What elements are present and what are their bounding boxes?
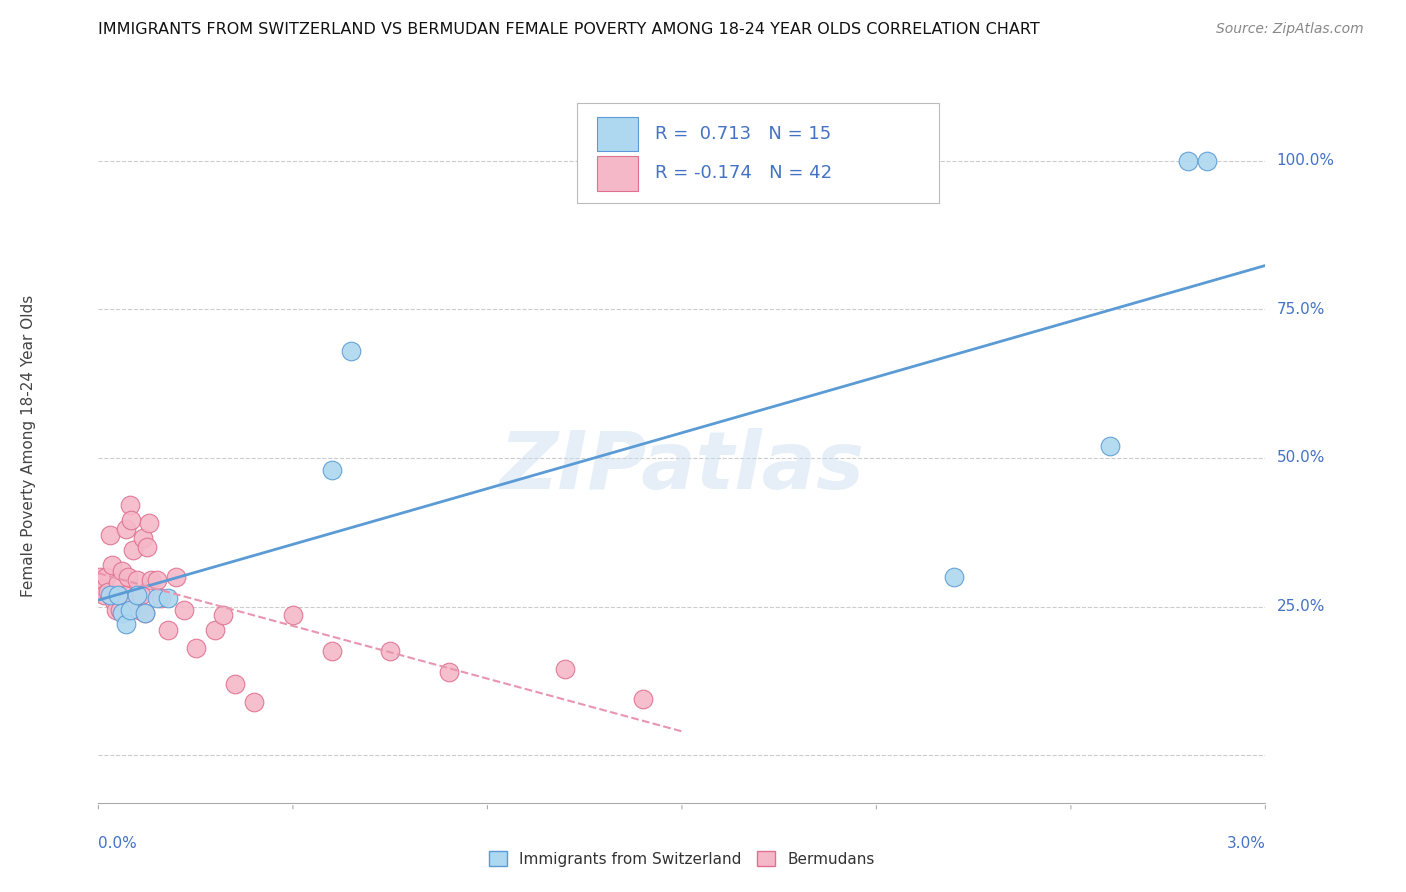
Point (134, 606, 156, 620)
Point (104, 602, 127, 616)
Point (107, 575, 129, 590)
Point (132, 531, 155, 545)
Point (138, 516, 160, 531)
Point (122, 543, 145, 558)
Text: 50.0%: 50.0% (1277, 450, 1324, 466)
Text: Source: ZipAtlas.com: Source: ZipAtlas.com (1216, 22, 1364, 37)
Point (1177, 153, 1199, 168)
Point (134, 606, 156, 620)
Text: R =  0.713   N = 15: R = 0.713 N = 15 (655, 125, 831, 143)
FancyBboxPatch shape (596, 156, 637, 191)
Legend: Immigrants from Switzerland, Bermudans: Immigrants from Switzerland, Bermudans (489, 851, 875, 866)
Point (108, 602, 131, 616)
Point (111, 606, 134, 620)
Point (146, 591, 169, 605)
Point (91, 582, 114, 596)
Text: Female Poverty Among 18-24 Year Olds: Female Poverty Among 18-24 Year Olds (21, 295, 37, 597)
Text: 25.0%: 25.0% (1277, 599, 1324, 614)
Point (118, 602, 141, 616)
Point (96, 570, 118, 584)
Point (149, 591, 172, 605)
Point (165, 570, 187, 584)
Point (128, 602, 150, 616)
Point (114, 617, 136, 632)
Point (114, 522, 136, 536)
Point (98, 588, 121, 602)
Point (554, 662, 576, 676)
Point (943, 570, 966, 584)
Text: 3.0%: 3.0% (1226, 836, 1265, 850)
Point (103, 593, 125, 607)
Point (89, 570, 111, 584)
Point (212, 608, 235, 623)
Point (321, 644, 343, 658)
Point (117, 570, 139, 584)
Point (1098, 439, 1121, 453)
Point (93, 588, 115, 602)
Point (129, 588, 152, 602)
Point (437, 665, 460, 679)
Point (146, 573, 169, 587)
Point (243, 695, 266, 709)
Point (157, 591, 180, 605)
Point (157, 624, 180, 638)
Point (98, 528, 121, 542)
Point (281, 608, 304, 623)
Point (118, 499, 141, 513)
Point (107, 588, 129, 602)
Point (173, 602, 195, 616)
Text: 0.0%: 0.0% (98, 836, 138, 850)
Point (121, 513, 143, 527)
Point (204, 624, 226, 638)
Point (127, 573, 149, 587)
Text: R = -0.174   N = 42: R = -0.174 N = 42 (655, 164, 832, 182)
Point (111, 564, 134, 578)
Point (631, 691, 654, 706)
Point (101, 558, 124, 572)
Point (378, 644, 402, 658)
Point (127, 588, 149, 602)
Point (97, 584, 120, 599)
Point (184, 641, 207, 656)
Point (1195, 153, 1218, 168)
FancyBboxPatch shape (596, 117, 637, 152)
Text: ZIPatlas: ZIPatlas (499, 428, 865, 507)
Text: IMMIGRANTS FROM SWITZERLAND VS BERMUDAN FEMALE POVERTY AMONG 18-24 YEAR OLDS COR: IMMIGRANTS FROM SWITZERLAND VS BERMUDAN … (98, 22, 1040, 37)
Text: 75.0%: 75.0% (1277, 301, 1324, 317)
Point (139, 573, 162, 587)
Point (112, 588, 135, 602)
Point (321, 463, 343, 477)
Point (136, 540, 159, 554)
FancyBboxPatch shape (576, 103, 939, 203)
Point (224, 677, 246, 691)
Point (340, 343, 363, 358)
Text: 100.0%: 100.0% (1277, 153, 1334, 168)
